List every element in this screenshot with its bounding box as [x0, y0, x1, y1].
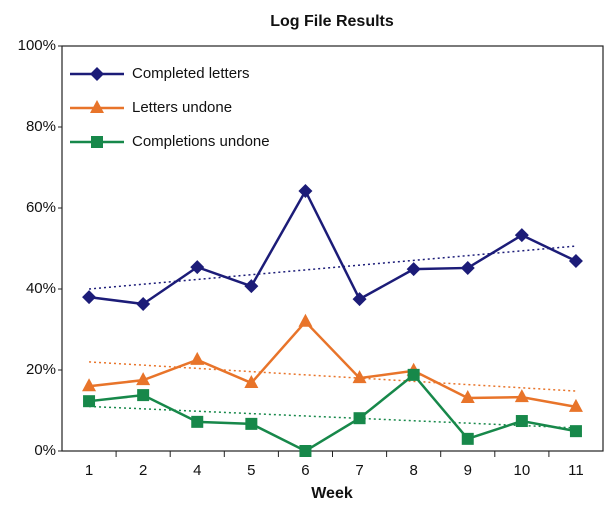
- marker: [82, 378, 97, 392]
- trendline: [89, 361, 576, 392]
- series-line: [88, 188, 577, 306]
- y-tick-label: 20%: [26, 361, 56, 378]
- x-tick-label: 2: [139, 462, 147, 479]
- marker: [82, 290, 97, 305]
- marker: [190, 351, 205, 365]
- x-tick-label: 1: [85, 462, 93, 479]
- legend-label: Completions undone: [132, 133, 270, 150]
- marker: [298, 183, 313, 198]
- trendline: [88, 245, 577, 290]
- marker: [461, 432, 474, 445]
- marker: [244, 279, 259, 294]
- y-tick-label: 40%: [26, 280, 56, 297]
- y-tick-label: 100%: [18, 37, 56, 54]
- marker: [244, 374, 259, 388]
- marker: [406, 262, 421, 277]
- marker: [515, 415, 528, 428]
- marker: [91, 136, 103, 148]
- x-tick-label: 10: [514, 462, 531, 479]
- marker: [514, 389, 529, 403]
- trendline: [89, 405, 576, 429]
- marker: [90, 100, 104, 113]
- x-tick-label: 5: [247, 462, 255, 479]
- legend-label: Completed letters: [132, 65, 250, 82]
- marker: [407, 368, 420, 381]
- x-axis-label: Week: [311, 485, 353, 502]
- marker: [352, 370, 367, 384]
- x-tick-label: 7: [355, 462, 363, 479]
- marker: [352, 292, 367, 307]
- marker: [136, 372, 151, 386]
- x-tick-label: 6: [301, 462, 309, 479]
- x-tick-label: 11: [568, 462, 584, 479]
- marker: [568, 254, 583, 269]
- marker: [298, 313, 313, 327]
- chart-title: Log File Results: [270, 13, 394, 30]
- marker: [299, 445, 312, 457]
- marker: [136, 296, 151, 311]
- marker: [568, 398, 583, 412]
- y-tick-label: 0%: [34, 442, 56, 459]
- marker: [83, 395, 96, 408]
- legend-label: Letters undone: [132, 99, 232, 116]
- marker: [245, 417, 258, 430]
- x-tick-label: 9: [464, 462, 472, 479]
- x-tick-label: 8: [409, 462, 417, 479]
- marker: [137, 389, 150, 402]
- marker: [569, 425, 582, 438]
- series-line: [88, 319, 577, 409]
- marker: [460, 389, 475, 403]
- marker: [191, 415, 204, 428]
- series-line: [88, 373, 577, 453]
- marker: [514, 228, 529, 243]
- marker: [460, 260, 475, 275]
- marker: [190, 260, 205, 275]
- y-tick-label: 80%: [26, 118, 56, 135]
- x-tick-label: 4: [193, 462, 201, 479]
- y-tick-label: 60%: [26, 199, 56, 216]
- marker: [90, 67, 104, 81]
- marker: [353, 412, 366, 425]
